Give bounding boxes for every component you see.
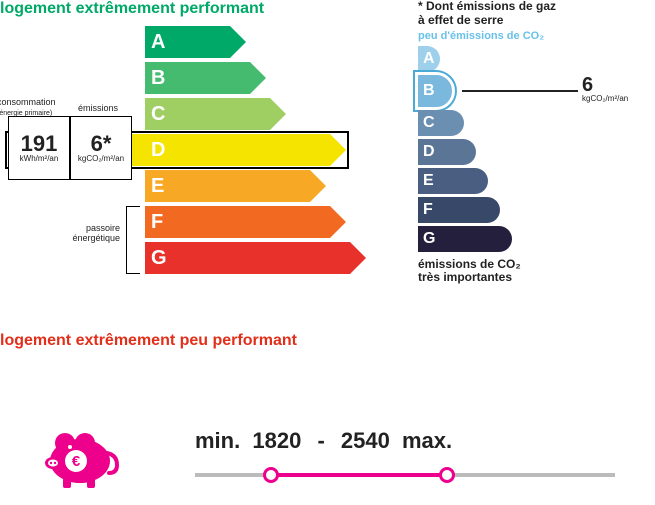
ges-sub-bottom: émissions de CO₂ très importantes [418, 258, 653, 286]
ges-row-g: G [418, 226, 653, 252]
cost-handle-max [439, 467, 455, 483]
ges-row-e: E [418, 168, 653, 194]
dpe-title-top: logement extrêmement performant [0, 0, 420, 18]
ges-row-c: C [418, 110, 653, 136]
svg-text:€: € [72, 453, 81, 470]
dpe-row-a: A [0, 26, 420, 58]
cost-text: min. 1820 - 2540 max. [195, 428, 452, 454]
cost-handle-min [263, 467, 279, 483]
ges-sub-top: peu d'émissions de CO₂ [418, 30, 653, 42]
ges-value: 6kgCO₂/m²/an [582, 75, 628, 103]
dpe-title-bottom: logement extrêmement peu performant [0, 332, 420, 350]
cost-track [195, 473, 615, 477]
ges-note: * Dont émissions de gaz à effet de serre [418, 0, 653, 28]
ges-row-d: D [418, 139, 653, 165]
dpe-row-b: B [0, 62, 420, 94]
passoire-label: passoireénergétique [60, 224, 120, 244]
dpe-chart: logement extrêmement performant ABCDEFG1… [0, 0, 420, 350]
ges-row-f: F [418, 197, 653, 223]
dpe-row-g: G [0, 242, 420, 274]
dpe-emissions-box: 6*kgCO₂/m²/an [70, 116, 132, 180]
cost-range: € min. 1820 - 2540 max. [0, 418, 655, 503]
ges-row-a: A [418, 46, 653, 72]
ges-chart: * Dont émissions de gaz à effet de serre… [418, 0, 653, 285]
dpe-consumption-box: 191kWh/m²/an [8, 116, 70, 180]
ges-row-b: B6kgCO₂/m²/an [418, 75, 653, 107]
piggy-icon: € [35, 423, 125, 498]
